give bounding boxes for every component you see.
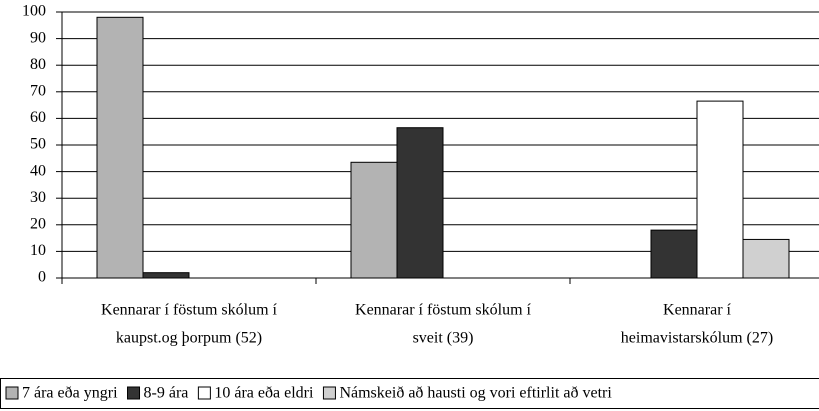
bar [650, 229, 698, 279]
x-tick-label: Kennarar í föstum skólum í [355, 302, 532, 319]
y-tick-label: 70 [30, 82, 46, 99]
legend-label: 8-9 ára [144, 385, 189, 402]
bar [396, 127, 444, 279]
x-tick-label: kaupst.og þorpum (52) [116, 330, 262, 347]
y-tick-label: 0 [38, 269, 46, 286]
x-tick-label: heimavistarskólum (27) [621, 330, 773, 347]
y-tick-label: 90 [30, 29, 46, 46]
y-tick-label: 40 [30, 162, 46, 179]
y-tick-label: 20 [30, 215, 46, 232]
y-tick-label: 80 [30, 56, 46, 73]
legend-swatch [322, 386, 336, 400]
bar [696, 100, 744, 279]
legend-label: 7 ára eða yngri [22, 385, 118, 402]
legend-swatch [5, 386, 19, 400]
y-tick-label: 30 [30, 189, 46, 206]
bar [96, 16, 144, 279]
x-tick-label: Kennarar í [663, 302, 732, 319]
y-tick-label: 60 [30, 109, 46, 126]
bar [142, 272, 190, 279]
y-tick-label: 100 [22, 3, 46, 20]
legend-label: Námskeið að hausti og vori eftirlit að v… [339, 385, 612, 402]
legend-swatch [197, 386, 211, 400]
x-tick-label: Kennarar í föstum skólum í [101, 302, 278, 319]
legend-box [0, 378, 819, 409]
bar [350, 161, 398, 279]
x-tick-label: sveit (39) [413, 330, 474, 347]
y-tick-label: 50 [30, 136, 46, 153]
legend-swatch [127, 386, 141, 400]
y-tick-label: 10 [30, 242, 46, 259]
bar [742, 238, 790, 279]
legend-label: 10 ára eða eldri [214, 385, 314, 402]
